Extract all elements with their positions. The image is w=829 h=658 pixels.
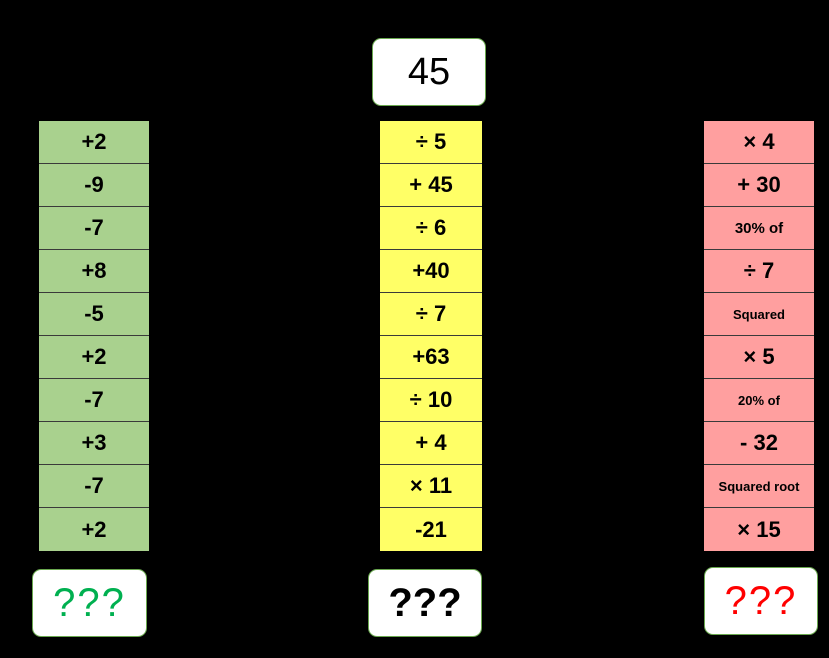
red-step: 30% of — [704, 207, 814, 250]
green-step: +2 — [39, 508, 149, 551]
red-column: × 4 + 30 30% of ÷ 7 Squared × 5 20% of -… — [704, 121, 814, 551]
green-step: +8 — [39, 250, 149, 293]
yellow-step: + 4 — [380, 422, 482, 465]
red-step: × 5 — [704, 336, 814, 379]
green-step: -9 — [39, 164, 149, 207]
yellow-step: ÷ 5 — [380, 121, 482, 164]
yellow-step: ÷ 6 — [380, 207, 482, 250]
yellow-step: ÷ 10 — [380, 379, 482, 422]
yellow-answer-box: ??? — [368, 569, 482, 637]
red-step: Squared — [704, 293, 814, 336]
green-step: +2 — [39, 336, 149, 379]
red-step: 20% of — [704, 379, 814, 422]
green-step: -5 — [39, 293, 149, 336]
red-step: - 32 — [704, 422, 814, 465]
red-step: ÷ 7 — [704, 250, 814, 293]
red-step: Squared root — [704, 465, 814, 508]
red-step: + 30 — [704, 164, 814, 207]
green-step: +2 — [39, 121, 149, 164]
green-step: -7 — [39, 379, 149, 422]
yellow-step: + 45 — [380, 164, 482, 207]
green-answer-box: ??? — [32, 569, 147, 637]
green-step: -7 — [39, 207, 149, 250]
green-step: -7 — [39, 465, 149, 508]
red-step: × 4 — [704, 121, 814, 164]
red-answer-box: ??? — [704, 567, 818, 635]
yellow-column: ÷ 5 + 45 ÷ 6 +40 ÷ 7 +63 ÷ 10 + 4 × 11 -… — [380, 121, 482, 551]
green-column: +2 -9 -7 +8 -5 +2 -7 +3 -7 +2 — [39, 121, 149, 551]
yellow-step: ÷ 7 — [380, 293, 482, 336]
yellow-step: -21 — [380, 508, 482, 551]
start-number: 45 — [372, 38, 486, 106]
yellow-step: +40 — [380, 250, 482, 293]
yellow-step: × 11 — [380, 465, 482, 508]
red-step: × 15 — [704, 508, 814, 551]
yellow-step: +63 — [380, 336, 482, 379]
green-step: +3 — [39, 422, 149, 465]
